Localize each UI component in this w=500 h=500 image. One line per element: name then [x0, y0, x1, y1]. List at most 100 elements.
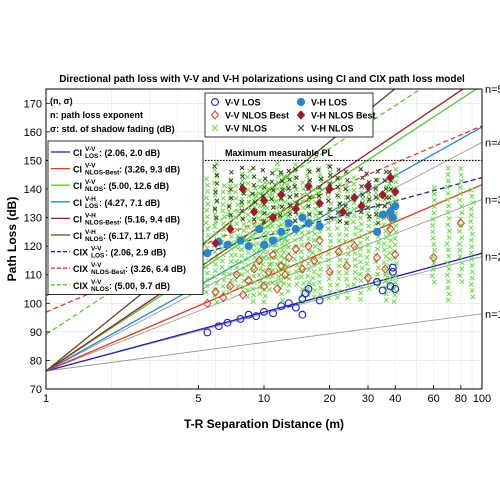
vv-nlos-point: [270, 229, 276, 235]
vv-nlos-point: [457, 184, 463, 190]
vv-nlos-point: [203, 176, 210, 182]
vv-nlos-point: [445, 171, 451, 178]
vv-nlos-point: [239, 271, 245, 278]
vv-nlos-point: [445, 259, 451, 266]
vv-nlos-point: [336, 238, 342, 244]
data-point: [284, 299, 293, 308]
vv-nlos-point: [316, 273, 322, 279]
model-legend-entry: CI: [73, 214, 82, 224]
vv-nlos-point: [381, 259, 387, 266]
vv-nlos-point: [305, 235, 312, 242]
vv-nlos-point: [375, 265, 381, 271]
vv-nlos-point: [351, 175, 357, 181]
vv-nlos-point: [244, 256, 251, 262]
vv-nlos-point: [228, 259, 234, 265]
data-point: [268, 249, 278, 260]
vh-nlos-point: [373, 177, 379, 183]
vv-nlos-point: [220, 283, 226, 289]
vv-nlos-point: [256, 272, 262, 278]
vv-nlos-point: [387, 244, 393, 250]
vv-nlos-point: [445, 209, 451, 215]
vv-nlos-point: [219, 245, 225, 252]
vh-nlos-point: [336, 167, 342, 173]
vv-nlos-point: [310, 275, 316, 281]
reference-labels: n=1 n=2 n=3 n=4 n=5: [485, 84, 500, 321]
vv-nlos-point: [278, 234, 284, 240]
data-point: [259, 281, 269, 291]
vh-nlos-point: [239, 208, 245, 214]
vv-nlos-point: [456, 228, 463, 234]
vv-nlos-point: [212, 249, 218, 255]
vv-nlos-point: [270, 185, 276, 191]
vv-nlos-point: [203, 264, 209, 270]
vh-nlos-point: [228, 212, 234, 218]
model-legend-value: : (2.06, 2.9 dB): [105, 248, 166, 258]
max-pl-label: Maximum measurable PL: [225, 148, 334, 158]
data-point: [244, 275, 253, 286]
vh-nlos-point: [269, 170, 275, 176]
vv-nlos-point: [431, 210, 437, 216]
vv-nlos-point: [432, 248, 438, 254]
vh-nlos-point: [326, 198, 331, 204]
vv-nlos-point: [358, 221, 365, 227]
data-point: [226, 281, 235, 291]
vv-nlos-point: [365, 279, 371, 286]
vv-nlos-point: [311, 281, 317, 287]
vv-nlos-point: [204, 239, 210, 245]
vv-nlos-point: [286, 207, 292, 213]
vv-nlos-point: [294, 275, 300, 281]
data-point: [386, 224, 395, 234]
vv-nlos-point: [326, 257, 332, 263]
vv-nlos-point: [205, 188, 211, 195]
vv-nlos-point: [351, 181, 357, 187]
data-point: [363, 272, 373, 283]
vv-nlos-point: [282, 199, 288, 205]
vv-nlos-point: [334, 294, 341, 301]
vv-nlos-point: [250, 292, 257, 298]
vv-nlos-point: [459, 210, 465, 216]
vv-nlos-point: [431, 197, 437, 203]
vv-nlos-point: [328, 238, 334, 244]
vh-nlos-point: [382, 203, 388, 209]
data-point: [350, 241, 359, 251]
vh-nlos-point: [269, 196, 275, 202]
y-tick-label: 100: [24, 298, 42, 310]
vh-nlos-point: [228, 187, 234, 192]
vv-nlos-point: [386, 262, 392, 269]
vv-nlos-point: [468, 250, 474, 256]
model-line: [46, 89, 422, 335]
vv-nlos-point: [336, 188, 342, 194]
model-legend-value: : (5.16, 9.4 dB): [119, 214, 180, 224]
data-point: [391, 249, 400, 260]
vv-nlos-point: [311, 269, 317, 275]
vv-nlos-point: [262, 293, 268, 299]
vv-nlos-point: [344, 270, 350, 276]
data-point: [291, 244, 301, 254]
data-point: [238, 289, 248, 300]
x-tick-label: 100: [473, 393, 491, 405]
model-legend-sup: V-V: [91, 262, 102, 269]
vv-nlos-point: [203, 289, 209, 295]
vv-nlos-point: [373, 189, 379, 196]
vv-nlos-point: [299, 198, 305, 204]
vv-nlos-point: [392, 242, 398, 248]
vv-nlos-point: [287, 188, 293, 194]
vv-nlos-point: [213, 255, 219, 261]
reference-label: n=5: [485, 84, 500, 96]
data-point: [232, 269, 241, 280]
vv-nlos-point: [469, 231, 475, 237]
data-point: [291, 224, 300, 234]
vv-nlos-point: [456, 272, 463, 279]
vh-nlos-point: [250, 165, 256, 171]
vh-nlos-point: [269, 179, 275, 185]
vv-nlos-point: [392, 292, 398, 298]
data-point: [277, 227, 286, 236]
vv-nlos-point: [304, 173, 310, 179]
vv-nlos-point: [221, 227, 227, 233]
vv-nlos-point: [316, 191, 322, 197]
vv-nlos-point: [281, 262, 287, 268]
data-point: [249, 207, 259, 217]
vv-nlos-point: [365, 242, 372, 248]
vv-nlos-point: [343, 289, 349, 295]
vh-nlos-point: [292, 184, 298, 189]
